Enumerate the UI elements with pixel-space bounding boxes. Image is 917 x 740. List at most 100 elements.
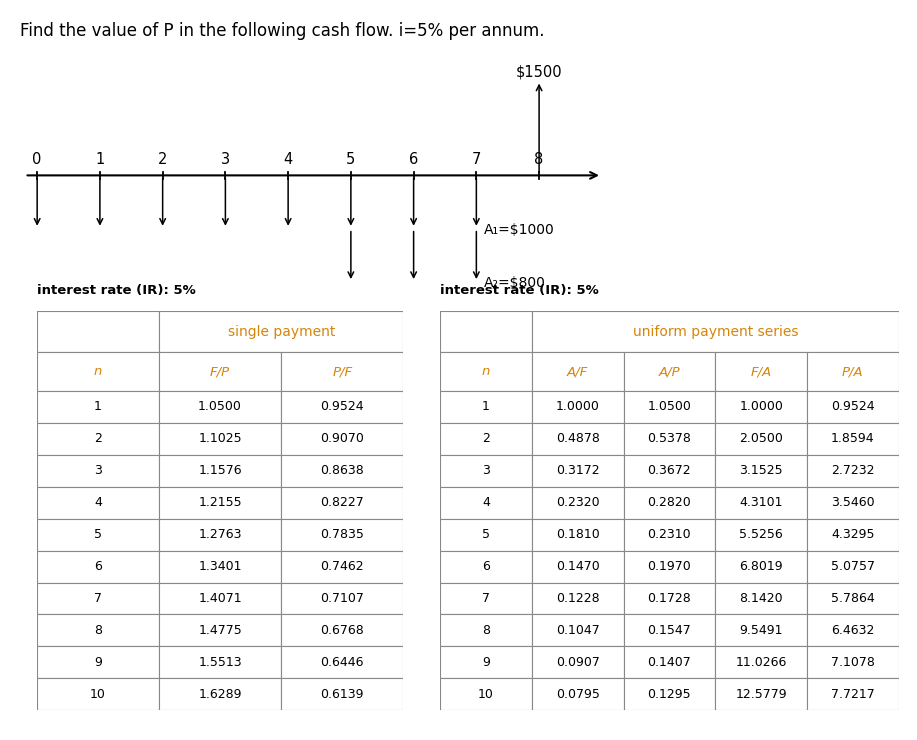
Bar bbox=[37, 311, 159, 352]
Text: 8.1420: 8.1420 bbox=[739, 592, 783, 605]
Text: A₂=$800: A₂=$800 bbox=[484, 277, 546, 290]
Text: 5: 5 bbox=[482, 528, 490, 541]
Bar bbox=[624, 487, 715, 519]
Bar bbox=[440, 454, 532, 487]
Bar bbox=[440, 647, 532, 679]
Text: 1.1576: 1.1576 bbox=[198, 464, 242, 477]
Bar bbox=[37, 679, 159, 710]
Text: 0.1810: 0.1810 bbox=[556, 528, 600, 541]
Text: 0.6139: 0.6139 bbox=[321, 688, 364, 701]
Text: 0.1047: 0.1047 bbox=[556, 624, 600, 637]
Bar bbox=[37, 519, 159, 551]
Bar bbox=[159, 519, 282, 551]
Text: 7.7217: 7.7217 bbox=[831, 688, 875, 701]
Text: 6.8019: 6.8019 bbox=[739, 560, 783, 573]
Bar bbox=[37, 352, 159, 391]
Bar bbox=[440, 614, 532, 647]
Text: 3: 3 bbox=[94, 464, 102, 477]
Bar bbox=[440, 679, 532, 710]
Text: 1.2763: 1.2763 bbox=[198, 528, 242, 541]
Bar bbox=[624, 679, 715, 710]
Bar bbox=[715, 614, 807, 647]
Bar bbox=[807, 614, 899, 647]
Bar bbox=[440, 311, 532, 352]
Text: 1.2155: 1.2155 bbox=[198, 496, 242, 509]
Bar bbox=[807, 647, 899, 679]
Bar bbox=[807, 519, 899, 551]
Text: 1: 1 bbox=[94, 400, 102, 413]
Bar bbox=[37, 423, 159, 454]
Bar bbox=[440, 582, 532, 614]
Text: 4.3101: 4.3101 bbox=[739, 496, 783, 509]
Text: 6: 6 bbox=[482, 560, 490, 573]
Text: 5: 5 bbox=[347, 152, 356, 167]
Text: 0.1228: 0.1228 bbox=[556, 592, 600, 605]
Bar bbox=[807, 582, 899, 614]
Text: 0.6768: 0.6768 bbox=[320, 624, 364, 637]
Bar bbox=[807, 391, 899, 423]
Bar bbox=[624, 391, 715, 423]
Text: 0.1470: 0.1470 bbox=[556, 560, 600, 573]
Bar bbox=[159, 551, 282, 582]
Bar bbox=[807, 352, 899, 391]
Bar bbox=[807, 454, 899, 487]
Text: 0.7835: 0.7835 bbox=[320, 528, 364, 541]
Text: 7: 7 bbox=[482, 592, 490, 605]
Text: 5.7864: 5.7864 bbox=[831, 592, 875, 605]
Bar bbox=[282, 614, 403, 647]
Text: 9.5491: 9.5491 bbox=[739, 624, 783, 637]
Bar bbox=[282, 352, 403, 391]
Text: A/P: A/P bbox=[658, 365, 680, 378]
Text: P/A: P/A bbox=[842, 365, 864, 378]
Bar bbox=[624, 647, 715, 679]
Bar bbox=[159, 582, 282, 614]
Bar bbox=[159, 311, 403, 352]
Text: 1.0500: 1.0500 bbox=[647, 400, 691, 413]
Bar bbox=[715, 551, 807, 582]
Text: A₁=$1000: A₁=$1000 bbox=[484, 223, 555, 237]
Text: 10: 10 bbox=[478, 688, 494, 701]
Bar bbox=[715, 582, 807, 614]
Text: A/F: A/F bbox=[567, 365, 589, 378]
Text: uniform payment series: uniform payment series bbox=[633, 325, 798, 339]
Bar bbox=[532, 551, 624, 582]
Text: F/A: F/A bbox=[750, 365, 772, 378]
Text: 0.9524: 0.9524 bbox=[321, 400, 364, 413]
Text: 6.4632: 6.4632 bbox=[831, 624, 875, 637]
Bar bbox=[624, 352, 715, 391]
Text: 0.8227: 0.8227 bbox=[320, 496, 364, 509]
Bar bbox=[440, 551, 532, 582]
Text: 9: 9 bbox=[482, 656, 490, 669]
Text: 1.0000: 1.0000 bbox=[556, 400, 600, 413]
Bar bbox=[624, 551, 715, 582]
Bar bbox=[624, 423, 715, 454]
Bar bbox=[282, 423, 403, 454]
Text: 0.9070: 0.9070 bbox=[320, 432, 364, 445]
Bar bbox=[440, 352, 532, 391]
Text: F/P: F/P bbox=[210, 365, 230, 378]
Bar bbox=[532, 454, 624, 487]
Text: 1.4071: 1.4071 bbox=[198, 592, 242, 605]
Bar bbox=[715, 423, 807, 454]
Text: 10: 10 bbox=[90, 688, 105, 701]
Text: 5.5256: 5.5256 bbox=[739, 528, 783, 541]
Text: 0.0907: 0.0907 bbox=[556, 656, 600, 669]
Bar bbox=[37, 614, 159, 647]
Bar bbox=[37, 487, 159, 519]
Text: 2: 2 bbox=[94, 432, 102, 445]
Text: 0.9524: 0.9524 bbox=[831, 400, 875, 413]
Text: 6: 6 bbox=[94, 560, 102, 573]
Bar bbox=[532, 391, 624, 423]
Bar bbox=[532, 679, 624, 710]
Bar bbox=[807, 679, 899, 710]
Bar bbox=[37, 647, 159, 679]
Bar bbox=[807, 423, 899, 454]
Text: 4: 4 bbox=[283, 152, 293, 167]
Text: 0.1547: 0.1547 bbox=[647, 624, 691, 637]
Text: 5.0757: 5.0757 bbox=[831, 560, 875, 573]
Bar bbox=[37, 582, 159, 614]
Text: 12.5779: 12.5779 bbox=[735, 688, 787, 701]
Text: 0.1295: 0.1295 bbox=[647, 688, 691, 701]
Bar bbox=[624, 519, 715, 551]
Bar bbox=[715, 487, 807, 519]
